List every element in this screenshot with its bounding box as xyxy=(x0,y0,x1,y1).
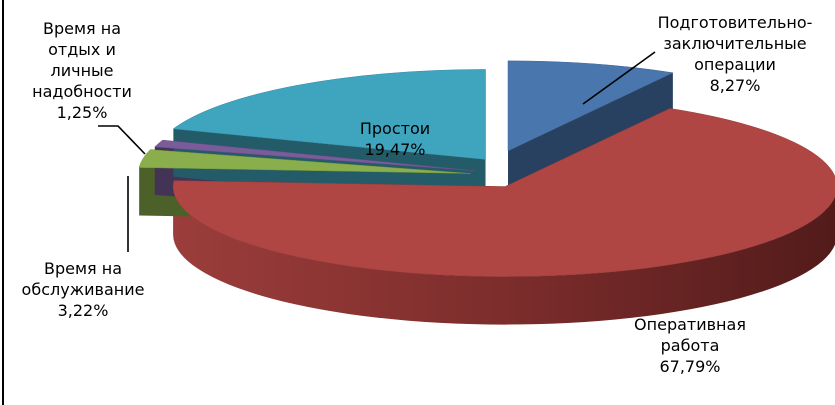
slice-label-operational: Оперативная работа 67,79% xyxy=(610,314,770,377)
slice-label-preparatory: Подготовительно- заключительные операции… xyxy=(635,12,835,96)
slice-label-line: заключительные xyxy=(663,34,807,53)
pie-slice xyxy=(172,108,835,277)
slice-value-label: 19,47% xyxy=(364,140,426,159)
slice-label-rest: Время на отдых и личные надобности 1,25% xyxy=(22,18,142,123)
pie-slice xyxy=(172,69,486,160)
slice-label-line: обслуживание xyxy=(21,280,145,299)
chart-left-border xyxy=(2,0,4,405)
slice-label-line: Время на xyxy=(43,259,123,278)
slice-value-label: 3,22% xyxy=(57,301,109,320)
slice-label-line: личные xyxy=(50,61,114,80)
slice-label-line: надобности xyxy=(32,82,132,101)
slice-label-line: Время на xyxy=(42,19,122,38)
pie-slice xyxy=(507,60,674,152)
leader-line xyxy=(582,51,656,105)
slice-label-line: операции xyxy=(694,55,776,74)
slice-label-line: Простои xyxy=(359,119,431,138)
pie-slice xyxy=(154,139,475,172)
pie-slice xyxy=(138,149,471,174)
slice-label-downtime: Простои 19,47% xyxy=(335,118,455,160)
leader-line xyxy=(98,125,146,155)
slice-label-line: Подготовительно- xyxy=(657,13,813,32)
slice-outer-wall xyxy=(173,186,835,325)
slice-label-line: Оперативная xyxy=(634,315,746,334)
slice-label-line: работа xyxy=(660,336,720,355)
slice-label-line: отдых и xyxy=(48,40,116,59)
slice-label-service: Время на обслуживание 3,22% xyxy=(8,258,158,321)
slice-value-label: 1,25% xyxy=(56,103,108,122)
slice-value-label: 8,27% xyxy=(709,76,761,95)
slice-value-label: 67,79% xyxy=(659,357,721,376)
